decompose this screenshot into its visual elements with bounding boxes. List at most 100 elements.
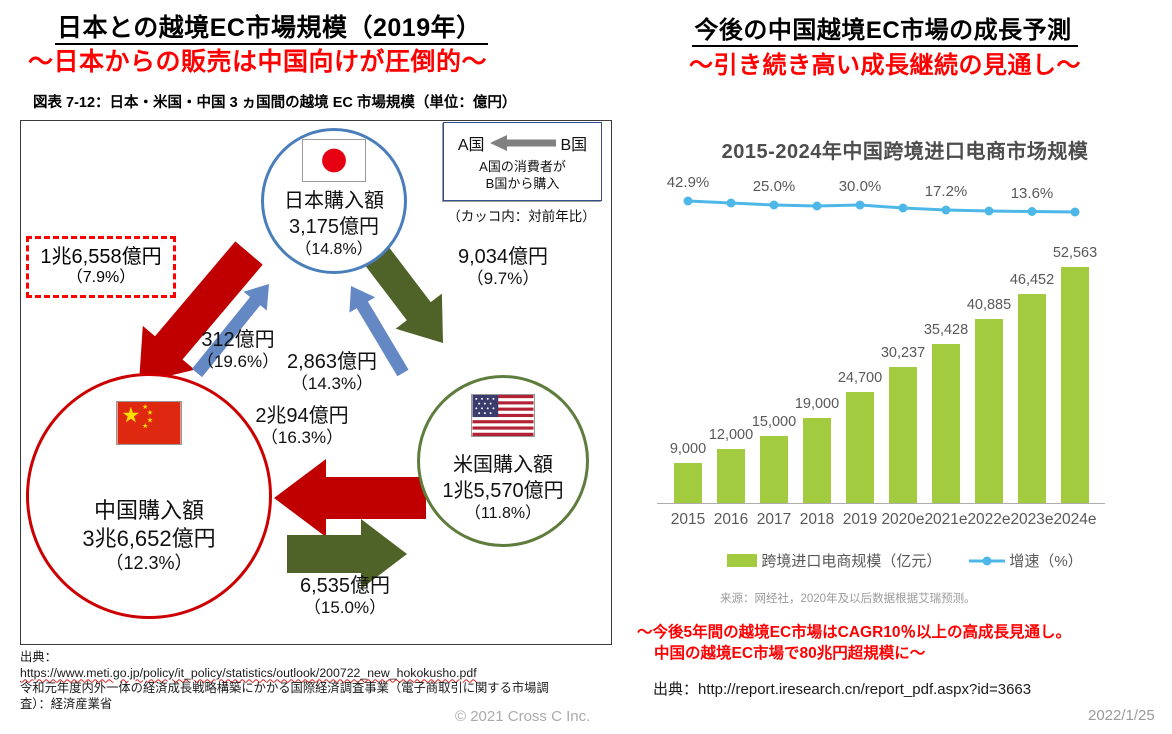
- line-point: [726, 198, 736, 208]
- x-axis-tick-label: 2017: [756, 511, 792, 528]
- arrow-china-to-japan: [191, 284, 269, 378]
- line-swatch-icon: [969, 556, 1006, 565]
- bar-value-label: 52,563: [1052, 245, 1098, 261]
- source-url-link[interactable]: https://www.meti.go.jp/policy/it_policy/…: [20, 665, 477, 680]
- chart-source: 来源：网经社，2020年及以后数据根据艾瑞预测。: [720, 593, 976, 605]
- node-usa: 米国購入額 1兆5,570億円 （11.8%）: [417, 375, 589, 547]
- china-ec-chart: 2015-2024年中国跨境进口电商市场规模 9,000 2015 12,000 20…: [645, 130, 1125, 608]
- japan-yoy: （14.8%）: [295, 241, 373, 258]
- arrow-usa-to-japan: [349, 286, 409, 377]
- node-china: 中国購入額 3兆6,652億円 （12.3%）: [26, 373, 272, 619]
- growth-line: [683, 196, 1080, 217]
- flow-amount: 2,863億円: [286, 351, 378, 373]
- bar: [1061, 267, 1089, 503]
- line-point: [1070, 207, 1080, 217]
- growth-rate-label: 30.0%: [838, 178, 882, 195]
- arrow-japan-to-china: [139, 241, 263, 383]
- bar: [760, 435, 788, 503]
- x-axis-tick-label: 2016: [713, 511, 749, 528]
- growth-rate-label: 25.0%: [752, 178, 796, 195]
- china-amount: 3兆6,652億円: [82, 525, 216, 551]
- line-point: [1027, 207, 1037, 216]
- legend-bar-series: 跨境进口电商规模（亿元）: [727, 550, 941, 571]
- bar: [846, 392, 874, 503]
- bar: [803, 417, 831, 503]
- left-source-block: 出典： https://www.meti.go.jp/policy/it_pol…: [20, 650, 565, 712]
- flow-china-to-japan: 312億円 （19.6%）: [183, 329, 293, 372]
- bar-value-label: 35,428: [923, 321, 969, 338]
- flow-amount: 1兆6,558億円: [40, 246, 162, 269]
- bar: [889, 367, 917, 503]
- x-axis-tick-label: 2022e: [967, 511, 1011, 528]
- right-source-link[interactable]: 出典：http://report.iresearch.cn/report_pdf…: [653, 681, 1032, 698]
- legend-country-a: A国: [457, 137, 485, 155]
- usa-amount: 1兆5,570億円: [442, 480, 564, 502]
- right-subtitle: ～引き続き高い成長継続の見通し～: [689, 52, 1081, 79]
- japan-label: 日本購入額: [284, 190, 384, 212]
- x-axis-tick-label: 2015: [670, 511, 706, 528]
- legend-country-b: B国: [560, 137, 588, 155]
- legend-line-series: 增速（%）: [969, 550, 1083, 571]
- flow-yoy: （19.6%）: [196, 352, 280, 371]
- flow-amount: 2兆94億円: [255, 405, 349, 427]
- flow-amount: 6,535億円: [299, 575, 391, 597]
- right-note: ～今後5年間の越境EC市場はCAGR10％以上の高成長見通し。 中国の越境EC市…: [637, 622, 1167, 664]
- left-title: 日本との越境EC市場規模（2019年）: [55, 14, 488, 45]
- flow-china-to-usa: 6,535億円 （15.0%）: [289, 575, 401, 618]
- x-axis-tick-label: 2023e: [1010, 511, 1054, 528]
- arrow-japan-to-usa: [361, 241, 443, 343]
- legend-note: （カッコ内：対前年比）: [447, 209, 596, 224]
- flow-yoy: （15.0%）: [303, 598, 387, 617]
- flow-amount: 312億円: [201, 329, 275, 351]
- footer-copyright: © 2021 Cross C Inc.: [455, 708, 591, 725]
- bar-value-label: 24,700: [837, 370, 883, 387]
- line-point: [984, 206, 994, 216]
- x-axis-tick-label: 2020e: [881, 511, 925, 528]
- bar-value-label: 15,000: [751, 413, 797, 430]
- x-axis-tick-label: 2024e: [1053, 511, 1097, 528]
- diagram-legend-box: A国 B国 A国の消費者が B国から購入: [443, 122, 602, 201]
- growth-rate-label: 13.6%: [1010, 184, 1054, 202]
- flow-japan-to-usa: 9,034億円 （9.7%）: [447, 246, 559, 289]
- bar: [1018, 294, 1046, 503]
- flow-arrows: [139, 241, 443, 589]
- chart-legend: 跨境进口电商规模（亿元） 增速（%）: [705, 550, 1105, 571]
- flow-amount: 9,034億円: [457, 246, 549, 268]
- legend-desc-1: A国の消費者が: [479, 159, 566, 175]
- footer-date: 2022/1/25: [1088, 707, 1155, 724]
- flow-diagram: A国 B国 A国の消費者が B国から購入 （カッコ内：対前年比） 日本購入額 3…: [20, 120, 612, 645]
- bar: [975, 319, 1003, 503]
- source-description: 令和元年度内外一体の経済成長戦略構築にかかる国際経済調査事業（電子商取引に関する…: [20, 681, 549, 711]
- bar: [932, 343, 960, 503]
- chart-title: 2015-2024年中国跨境进口电商市场规模: [721, 141, 1089, 163]
- left-figure-caption: 図表 7-12：日本・米国・中国 3 ヵ国間の越境 EC 市場規模（単位：億円）: [33, 95, 517, 111]
- flow-japan-to-china: 1兆6,558億円 （7.9%）: [26, 236, 176, 298]
- bar-value-label: 12,000: [708, 427, 754, 444]
- japan-amount: 3,175億円: [288, 216, 380, 238]
- flow-yoy: （16.3%）: [260, 428, 344, 447]
- bar-value-label: 9,000: [669, 440, 707, 457]
- left-subtitle: ～日本からの販売は中国向けが圧倒的～: [28, 48, 488, 76]
- flow-usa-to-china: 2兆94億円 （16.3%）: [243, 405, 361, 448]
- arrow-usa-to-china: [274, 459, 426, 537]
- bar: [717, 449, 745, 503]
- note-line-2: 中国の越境EC市場で80兆円超規模に～: [654, 645, 926, 662]
- legend-bar-label: 跨境进口电商规模（亿元）: [761, 553, 942, 570]
- line-point: [855, 200, 865, 210]
- bar-value-label: 19,000: [794, 395, 840, 412]
- flow-yoy: （14.3%）: [290, 374, 374, 393]
- bar-value-label: 30,237: [880, 345, 926, 362]
- usa-yoy: （11.8%）: [464, 505, 542, 522]
- node-japan: 日本購入額 3,175億円 （14.8%）: [261, 128, 407, 274]
- x-axis-line: [657, 503, 1105, 504]
- x-axis-tick-label: 2019: [842, 511, 878, 528]
- x-axis-tick-label: 2021e: [924, 511, 968, 528]
- arrow-china-to-usa: [287, 519, 407, 589]
- bar-swatch-icon: [727, 554, 758, 567]
- china-yoy: （12.3%）: [105, 553, 193, 574]
- china-label: 中国購入額: [93, 498, 204, 523]
- legend-line-label: 增速（%）: [1009, 553, 1083, 570]
- bar-value-label: 46,452: [1009, 272, 1055, 289]
- line-point: [941, 205, 951, 215]
